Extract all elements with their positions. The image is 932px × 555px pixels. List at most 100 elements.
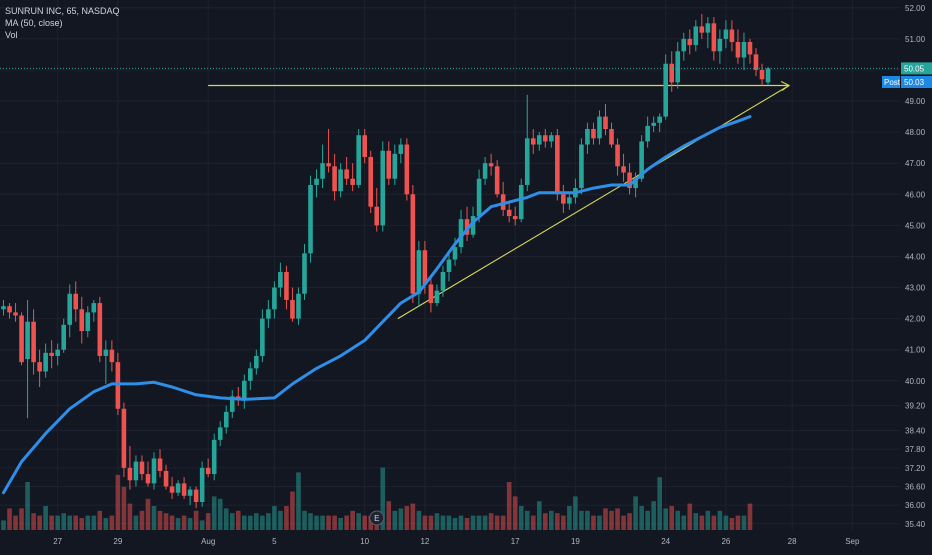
y-tick-label: 38.40 bbox=[905, 427, 926, 436]
x-tick-label: 10 bbox=[360, 537, 369, 546]
candle-body bbox=[145, 474, 151, 484]
volume-bar bbox=[633, 496, 638, 530]
candle-body bbox=[248, 368, 253, 381]
volume-bar bbox=[651, 501, 656, 530]
volume-bar bbox=[187, 518, 193, 530]
volume-bar bbox=[440, 515, 446, 530]
volume-bar bbox=[115, 474, 121, 530]
volume-bar bbox=[585, 510, 590, 530]
volume-bar bbox=[410, 503, 416, 530]
volume-bar bbox=[248, 515, 253, 530]
volume-bar bbox=[266, 513, 271, 530]
volume-bar bbox=[591, 515, 596, 530]
volume-bar bbox=[254, 513, 259, 530]
candle-body bbox=[711, 23, 717, 52]
volume-bar bbox=[398, 508, 404, 530]
candle-body bbox=[362, 135, 367, 157]
candle-body bbox=[31, 321, 36, 363]
volume-bar bbox=[85, 515, 91, 530]
y-tick-label: 52.00 bbox=[905, 4, 926, 13]
y-tick-label: 45.00 bbox=[905, 221, 926, 230]
candle-body bbox=[627, 172, 632, 189]
candle-body bbox=[272, 287, 277, 310]
volume-bar bbox=[79, 518, 85, 530]
candle-body bbox=[609, 129, 614, 145]
volume-bar bbox=[320, 515, 325, 530]
y-tick-label: 49.00 bbox=[905, 97, 926, 106]
candle-body bbox=[482, 163, 488, 179]
candle-body bbox=[302, 253, 307, 294]
volume-bar bbox=[669, 506, 675, 530]
volume-bar bbox=[476, 515, 482, 530]
candle-body bbox=[717, 38, 723, 52]
y-tick-label: 47.00 bbox=[905, 159, 926, 168]
candle-body bbox=[133, 461, 139, 481]
volume-bar bbox=[344, 515, 349, 530]
candle-body bbox=[518, 184, 524, 220]
volume-bar bbox=[470, 515, 476, 530]
candle-body bbox=[621, 166, 626, 173]
volume-bar bbox=[627, 513, 632, 530]
candle-body bbox=[585, 129, 590, 145]
volume-bar bbox=[524, 510, 530, 530]
candle-body bbox=[579, 144, 584, 189]
candle-body bbox=[645, 125, 650, 142]
volume-bar bbox=[103, 518, 109, 530]
x-tick-label: 19 bbox=[571, 537, 580, 546]
candle-body bbox=[663, 63, 668, 117]
y-tick-label: 37.80 bbox=[905, 445, 926, 454]
candle-body bbox=[693, 26, 699, 46]
volume-bar bbox=[512, 496, 518, 530]
candle-body bbox=[657, 116, 662, 123]
volume-bar bbox=[19, 508, 24, 530]
candle-body bbox=[723, 29, 729, 39]
candle-body bbox=[530, 138, 536, 145]
candle-body bbox=[386, 150, 392, 179]
volume-bar bbox=[416, 510, 422, 530]
volume-bar bbox=[597, 515, 602, 530]
volume-bar bbox=[7, 508, 12, 530]
volume-bar bbox=[386, 501, 392, 530]
volume-bar bbox=[67, 515, 73, 530]
candle-body bbox=[669, 63, 675, 83]
volume-bar bbox=[308, 513, 313, 530]
trendline bbox=[397, 85, 790, 320]
candle-body bbox=[350, 178, 355, 185]
volume-bar bbox=[663, 508, 668, 530]
volume-bar bbox=[205, 513, 211, 530]
x-tick-label: 27 bbox=[53, 537, 62, 546]
volume-bar bbox=[49, 515, 54, 530]
candle-body bbox=[603, 116, 608, 130]
volume-bar bbox=[693, 513, 699, 530]
candle-body bbox=[308, 184, 313, 254]
y-tick-label: 37.20 bbox=[905, 464, 926, 473]
volume-bar bbox=[422, 515, 428, 530]
candle-body bbox=[753, 54, 759, 70]
x-tick-label: 12 bbox=[420, 537, 429, 546]
volume-bar bbox=[55, 515, 60, 530]
volume-bar bbox=[356, 513, 361, 530]
candle-body bbox=[103, 349, 109, 356]
volume-bar bbox=[302, 510, 307, 530]
candle-body bbox=[260, 318, 265, 356]
volume-bar bbox=[555, 513, 560, 530]
candle-body bbox=[55, 349, 60, 356]
volume-bar bbox=[543, 513, 548, 530]
candle-body bbox=[242, 380, 247, 400]
candle-body bbox=[356, 135, 361, 185]
volume-bar bbox=[151, 506, 157, 530]
volume-bar bbox=[494, 515, 500, 530]
candle-body bbox=[73, 293, 79, 310]
candle-body bbox=[410, 194, 416, 294]
candle-body bbox=[615, 144, 620, 167]
volume-bar bbox=[290, 491, 295, 530]
volume-bar bbox=[488, 513, 494, 530]
y-tick-label: 36.00 bbox=[905, 501, 926, 510]
candle-body bbox=[211, 439, 217, 475]
candle-body bbox=[500, 194, 506, 210]
candle-body bbox=[488, 163, 494, 167]
candle-body bbox=[85, 312, 91, 332]
